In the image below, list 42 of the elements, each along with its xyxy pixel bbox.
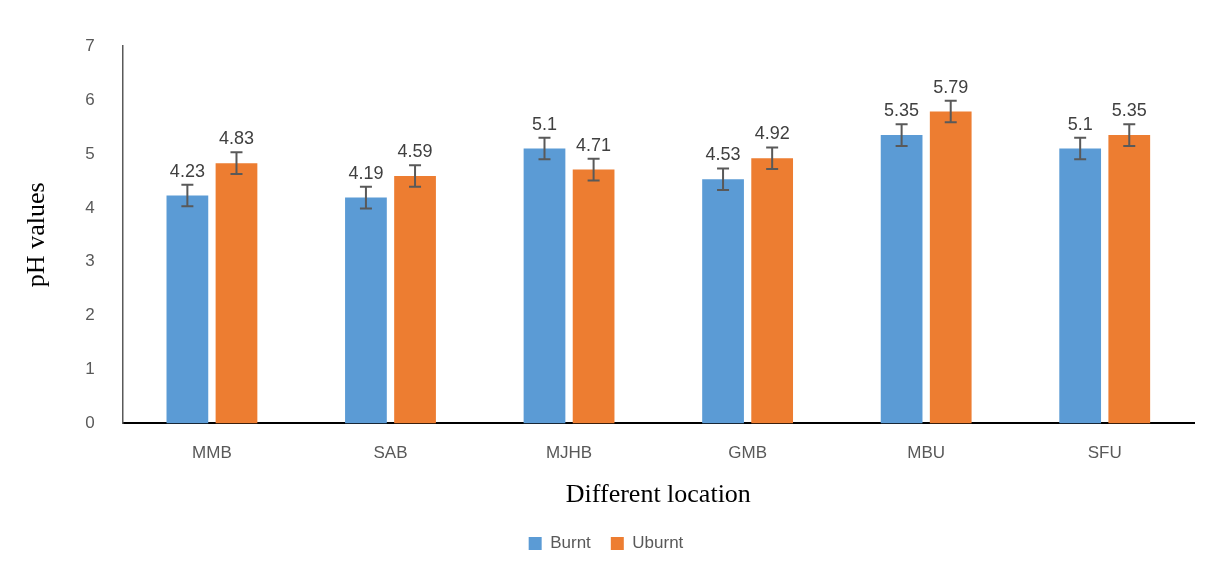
y-tick-label: 2 <box>85 305 95 325</box>
data-label: 4.92 <box>754 123 790 144</box>
x-tick-label: SFU <box>1087 443 1122 463</box>
x-tick-label: MBU <box>907 443 946 463</box>
data-label: 5.79 <box>933 76 969 97</box>
bar <box>751 158 794 424</box>
bar <box>345 197 387 424</box>
x-tick-label: GMB <box>728 443 767 463</box>
y-tick-label: 0 <box>85 413 95 433</box>
bar <box>1059 148 1102 424</box>
data-label: 5.35 <box>1111 100 1147 121</box>
bar <box>523 148 566 424</box>
x-tick-label: MJHB <box>545 443 593 463</box>
bar <box>215 163 258 424</box>
y-tick-label: 7 <box>85 35 95 55</box>
bar <box>929 111 972 424</box>
bar <box>572 169 615 424</box>
y-tick-label: 1 <box>85 359 95 379</box>
x-tick-label: MMB <box>192 443 232 463</box>
y-tick-label: 6 <box>85 89 95 109</box>
x-tick-label: SAB <box>373 443 408 463</box>
bar <box>702 179 744 424</box>
data-label: 5.1 <box>531 113 558 134</box>
y-tick-label: 3 <box>85 251 95 271</box>
data-label: 4.19 <box>348 162 384 183</box>
legend-label: Burnt <box>550 533 592 553</box>
data-label: 4.53 <box>705 144 741 165</box>
data-label: 4.83 <box>218 128 255 149</box>
y-axis-title: pH values <box>21 182 51 288</box>
bar <box>880 135 923 424</box>
data-label: 4.71 <box>576 134 612 155</box>
y-tick-label: 5 <box>85 143 95 163</box>
x-axis-title: Different location <box>565 479 751 509</box>
data-label: 4.59 <box>397 141 433 162</box>
y-tick-label: 4 <box>85 197 95 217</box>
bar <box>166 195 209 424</box>
data-label: 4.23 <box>169 160 205 181</box>
bar <box>394 176 436 424</box>
legend-label: Uburnt <box>632 533 684 553</box>
bar <box>1108 135 1151 424</box>
data-label: 5.1 <box>1067 113 1093 134</box>
data-label: 5.35 <box>884 100 920 121</box>
